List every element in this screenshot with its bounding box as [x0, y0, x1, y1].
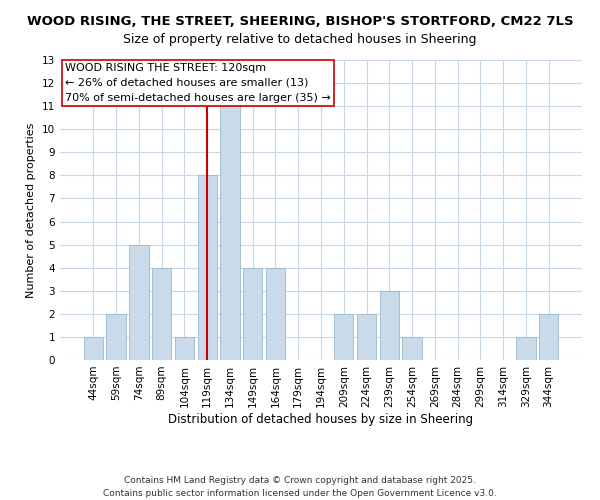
Text: WOOD RISING, THE STREET, SHEERING, BISHOP'S STORTFORD, CM22 7LS: WOOD RISING, THE STREET, SHEERING, BISHO…: [26, 15, 574, 28]
Bar: [403, 337, 422, 360]
Bar: [539, 314, 558, 360]
Text: Contains HM Land Registry data © Crown copyright and database right 2025.
Contai: Contains HM Land Registry data © Crown c…: [103, 476, 497, 498]
Bar: [152, 268, 172, 360]
Bar: [266, 268, 285, 360]
Bar: [84, 337, 103, 360]
Bar: [380, 291, 399, 360]
Bar: [106, 314, 126, 360]
Text: WOOD RISING THE STREET: 120sqm
← 26% of detached houses are smaller (13)
70% of : WOOD RISING THE STREET: 120sqm ← 26% of …: [65, 63, 331, 102]
Bar: [175, 337, 194, 360]
Bar: [357, 314, 376, 360]
Bar: [516, 337, 536, 360]
Text: Size of property relative to detached houses in Sheering: Size of property relative to detached ho…: [123, 32, 477, 46]
X-axis label: Distribution of detached houses by size in Sheering: Distribution of detached houses by size …: [169, 412, 473, 426]
Bar: [197, 176, 217, 360]
Bar: [334, 314, 353, 360]
Bar: [129, 244, 149, 360]
Bar: [220, 106, 239, 360]
Bar: [243, 268, 262, 360]
Y-axis label: Number of detached properties: Number of detached properties: [26, 122, 37, 298]
